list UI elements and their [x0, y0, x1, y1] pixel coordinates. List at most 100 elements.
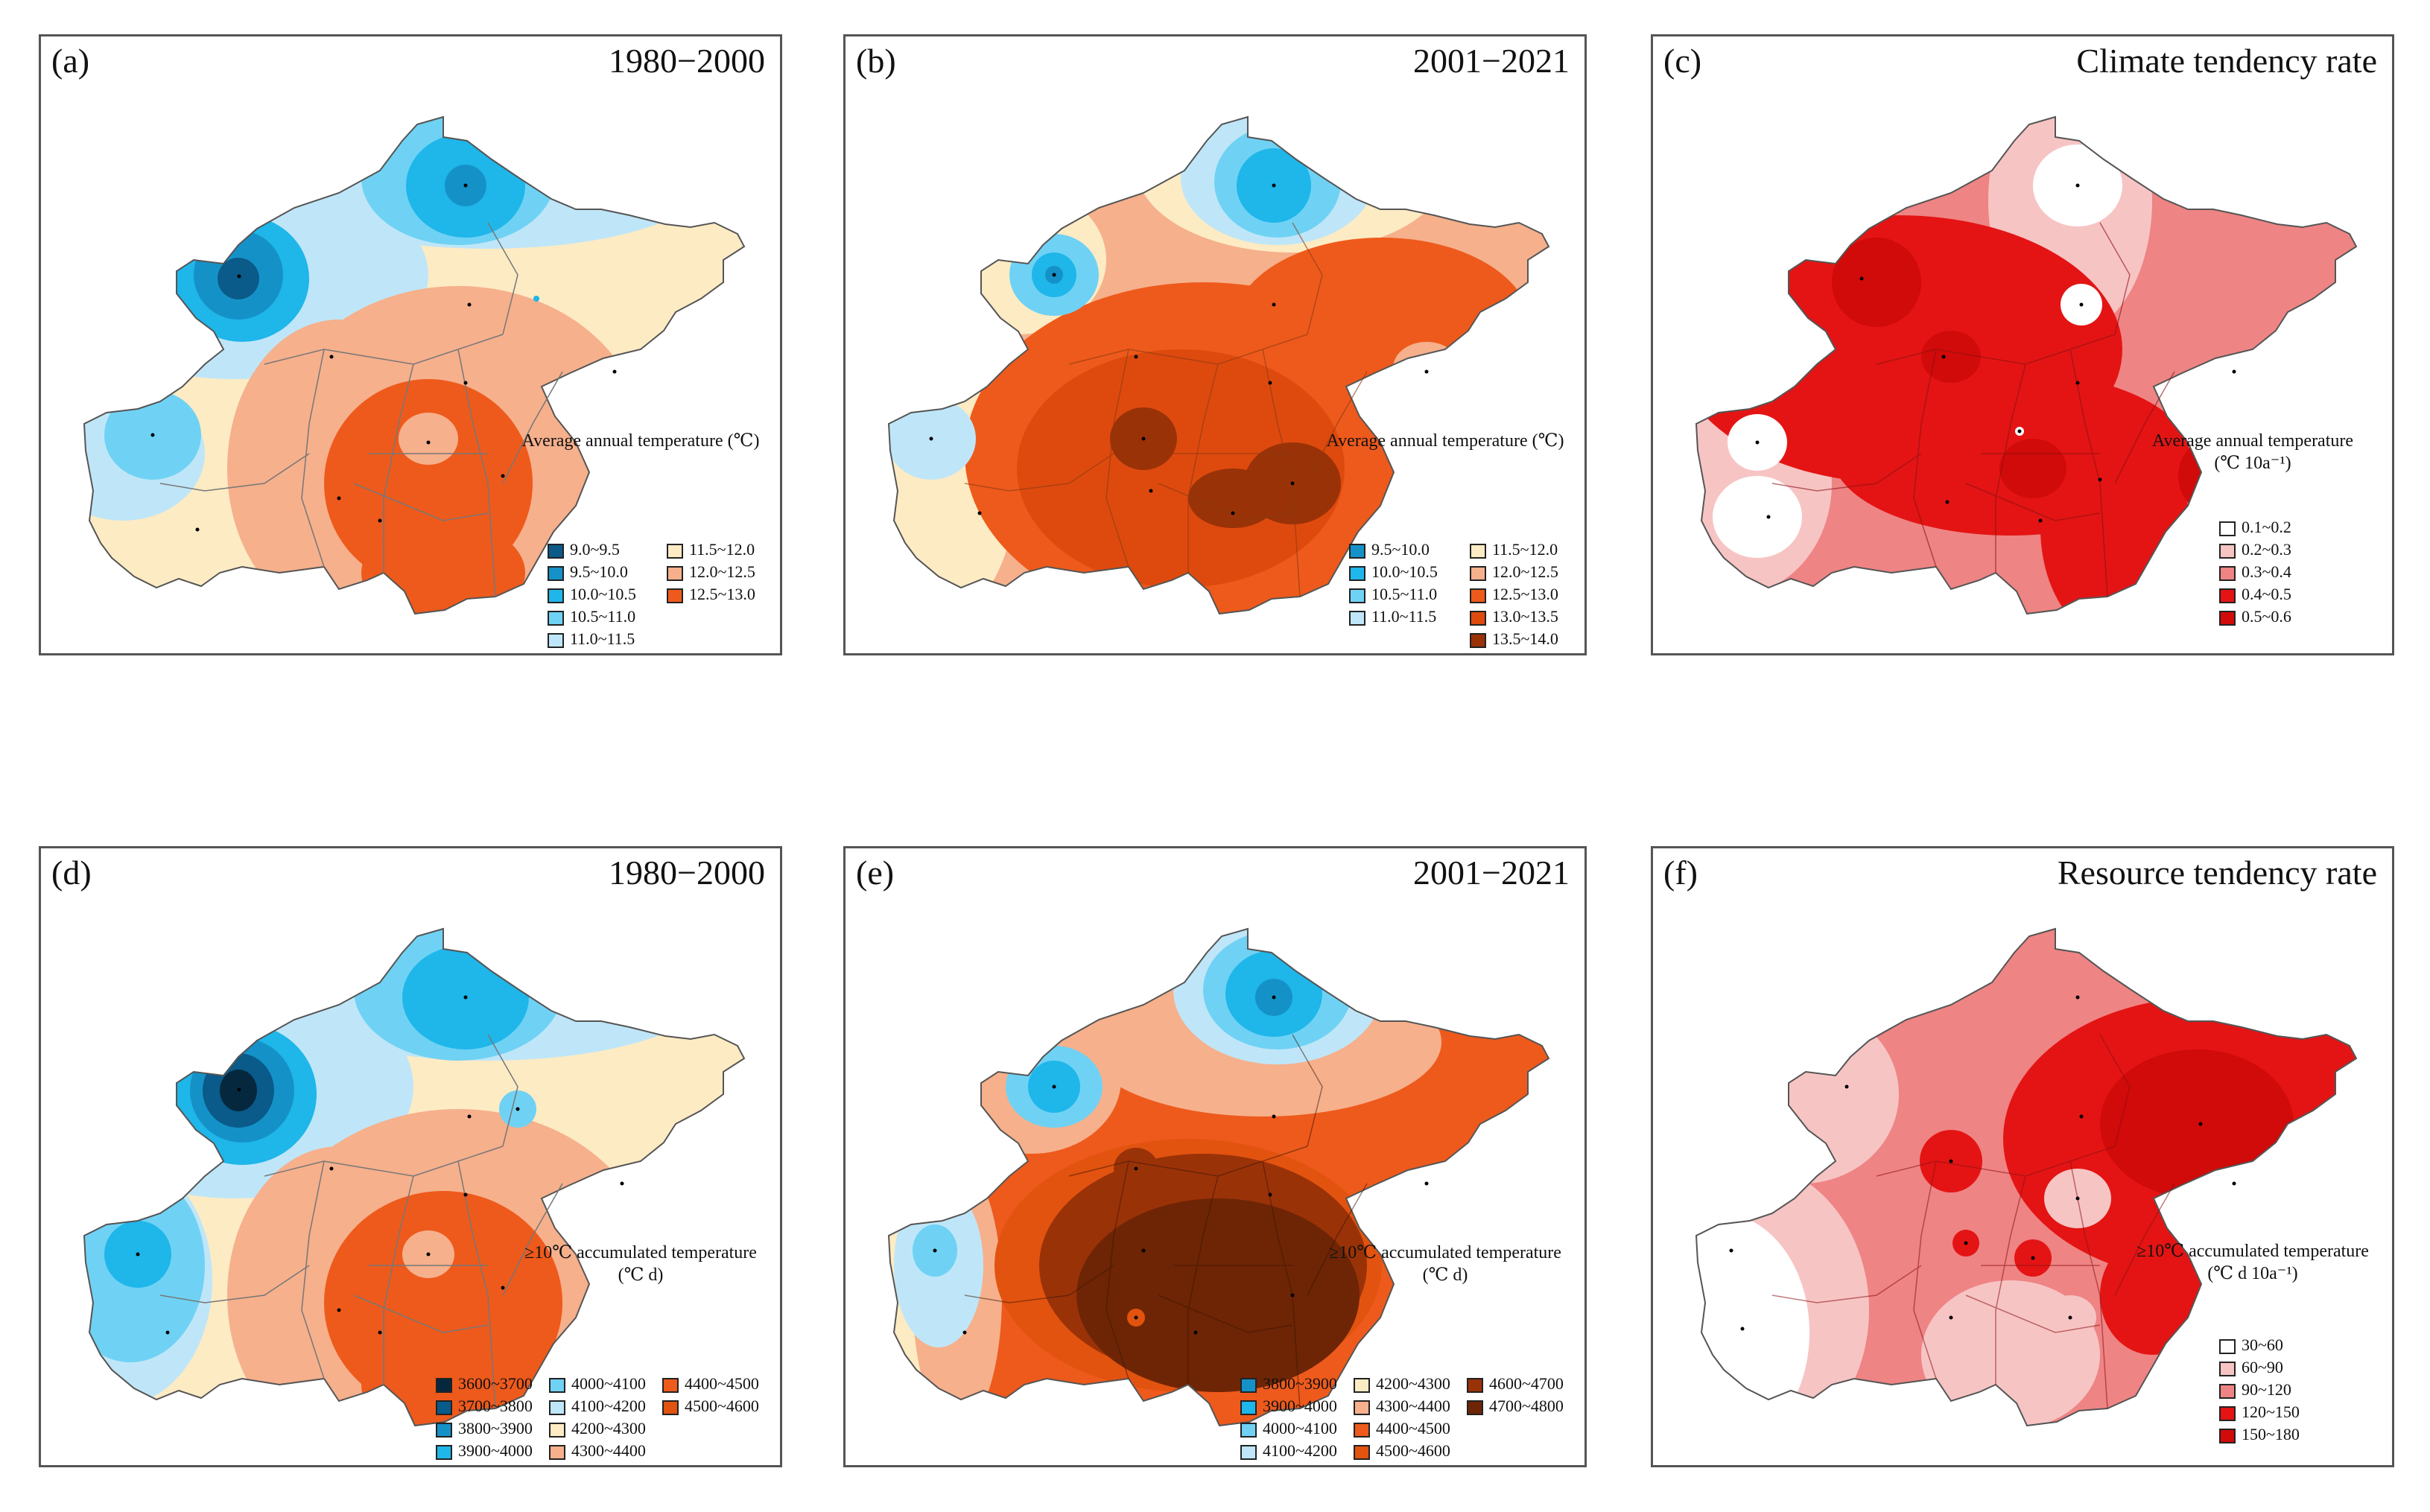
legend-swatch [2219, 565, 2236, 581]
legend-label: 3700~3800 [458, 1397, 533, 1415]
legend-swatch [436, 1377, 452, 1393]
legend-swatch [549, 1422, 565, 1438]
legend-swatch [1354, 1400, 1370, 1415]
legend-swatch [662, 1377, 679, 1393]
legend-item: 3900~4000 [436, 1441, 533, 1461]
legend-label: 4000~4100 [571, 1374, 646, 1393]
legend-label: 0.2~0.3 [2242, 540, 2291, 559]
legend: 3800~3900 3900~4000 4000~4100 4100~4200 … [1240, 1374, 1583, 1465]
legend-label: 4000~4100 [1263, 1419, 1337, 1438]
legend-label: 0.5~0.6 [2242, 607, 2291, 626]
legend-swatch [548, 543, 564, 559]
legend-item: 13.5~14.0 [1470, 629, 1558, 649]
legend-item: 4400~4500 [662, 1374, 759, 1394]
legend-swatch [436, 1400, 452, 1415]
legend-swatch [549, 1400, 565, 1415]
legend-title: ≥10℃ accumulated temperature [524, 1243, 757, 1262]
legend-item: 4700~4800 [1467, 1397, 1564, 1416]
legend-unit: (℃ d 10a⁻¹) [2207, 1264, 2298, 1283]
panel-d: (d) 1980−2000 ≥10℃ accumulated temperatu… [39, 846, 782, 1467]
legend-swatch [2219, 1361, 2236, 1376]
legend-swatch [549, 1444, 565, 1460]
legend: 3600~3700 3700~3800 3800~3900 3900~4000 … [436, 1374, 778, 1465]
legend-item: 4200~4300 [1354, 1374, 1450, 1394]
panel-label: (d) [51, 854, 92, 892]
map-c [1695, 115, 2358, 615]
legend-swatch [1354, 1444, 1370, 1460]
legend-swatch [1354, 1377, 1370, 1393]
legend-item: 11.0~11.5 [1349, 607, 1436, 626]
legend-item: 0.5~0.6 [2219, 607, 2291, 626]
legend-swatch [1470, 565, 1486, 581]
legend-swatch [1240, 1422, 1257, 1438]
legend-swatch [549, 1377, 565, 1393]
legend-label: 10.0~10.5 [570, 585, 636, 603]
legend-label: 4200~4300 [571, 1419, 646, 1438]
legend-swatch [1240, 1377, 1257, 1393]
legend-item: 30~60 [2219, 1335, 2283, 1355]
legend-title: Average annual temperature (℃) [521, 431, 760, 451]
legend-label: 12.5~13.0 [689, 585, 755, 603]
legend-label: 4200~4300 [1376, 1374, 1450, 1393]
panel-title: 2001−2021 [1413, 854, 1570, 892]
legend-swatch [436, 1422, 452, 1438]
legend-label: 4500~4600 [685, 1397, 759, 1415]
legend-label: 3900~4000 [458, 1441, 533, 1460]
legend-item: 9.0~9.5 [548, 540, 620, 559]
legend-title: ≥10℃ accumulated temperature [2136, 1242, 2369, 1261]
legend-swatch [662, 1400, 679, 1415]
legend-swatch [548, 632, 564, 648]
legend-label: 9.0~9.5 [570, 540, 620, 559]
legend-swatch [1470, 543, 1486, 559]
legend-item: 13.0~13.5 [1470, 607, 1558, 626]
panel-title: Climate tendency rate [2076, 42, 2377, 80]
legend-item: 11.5~12.0 [1470, 540, 1558, 559]
legend-item: 90~120 [2219, 1380, 2291, 1400]
legend-swatch [2219, 1428, 2236, 1443]
legend-label: 0.1~0.2 [2242, 518, 2291, 536]
legend-item: 3800~3900 [436, 1419, 533, 1438]
legend-item: 9.5~10.0 [1349, 540, 1430, 559]
legend-label: 150~180 [2242, 1425, 2300, 1443]
legend-label: 3800~3900 [458, 1419, 533, 1438]
legend-unit: (℃ 10a⁻¹) [2214, 454, 2291, 473]
panel-label: (f) [1663, 854, 1698, 892]
panel-title: 1980−2000 [609, 854, 765, 892]
legend-title: ≥10℃ accumulated temperature [1329, 1243, 1561, 1262]
legend-label: 0.3~0.4 [2242, 562, 2291, 581]
legend-label: 12.0~12.5 [1492, 562, 1558, 581]
legend-swatch [2219, 521, 2236, 536]
legend-item: 4000~4100 [549, 1374, 646, 1394]
panel-label: (c) [1663, 42, 1702, 80]
legend-label: 90~120 [2242, 1380, 2291, 1399]
legend-item: 120~150 [2219, 1403, 2300, 1422]
legend-label: 3600~3700 [458, 1374, 533, 1393]
panel-label: (b) [856, 42, 896, 80]
legend-item: 12.0~12.5 [667, 562, 755, 582]
legend-item: 3700~3800 [436, 1397, 533, 1416]
legend-item: 0.2~0.3 [2219, 540, 2291, 559]
legend-swatch [548, 565, 564, 581]
legend-label: 11.0~11.5 [570, 629, 635, 648]
legend: 9.5~10.0 10.0~10.5 10.5~11.0 11.0~11.5 1… [1349, 540, 1584, 652]
legend-swatch [2219, 543, 2236, 559]
legend-label: 9.5~10.0 [1371, 540, 1430, 559]
legend-label: 13.5~14.0 [1492, 629, 1558, 648]
map-e [887, 927, 1550, 1427]
legend-item: 9.5~10.0 [548, 562, 628, 582]
panel-label: (e) [856, 854, 895, 892]
legend-item: 0.4~0.5 [2219, 585, 2291, 604]
panel-f: (f) Resource tendency rate ≥10℃ accumula… [1651, 846, 2394, 1467]
legend-item: 10.5~11.0 [548, 607, 635, 626]
legend-swatch [667, 543, 683, 559]
legend-item: 4300~4400 [549, 1441, 646, 1461]
legend-swatch [1470, 610, 1486, 626]
legend-item: 4100~4200 [1240, 1441, 1337, 1461]
legend-item: 10.0~10.5 [1349, 562, 1438, 582]
legend-label: 4700~4800 [1489, 1397, 1564, 1415]
map-d [83, 927, 746, 1427]
legend-title: Average annual temperature [2151, 431, 2354, 451]
legend-label: 4300~4400 [1376, 1397, 1450, 1415]
legend-item: 4500~4600 [1354, 1441, 1450, 1461]
legend-label: 4400~4500 [1376, 1419, 1450, 1438]
